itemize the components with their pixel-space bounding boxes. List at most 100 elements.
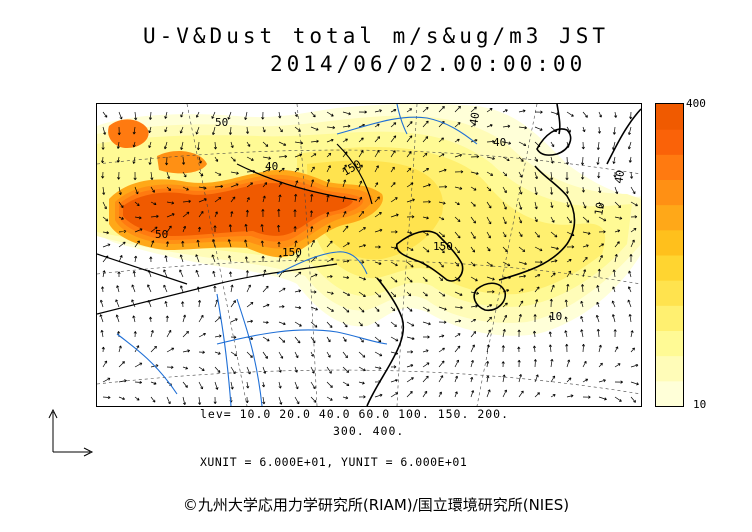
wind-arrow bbox=[580, 156, 585, 166]
wind-arrow bbox=[598, 243, 605, 248]
wind-arrow bbox=[390, 321, 397, 327]
wind-arrow bbox=[454, 391, 458, 398]
wind-arrow bbox=[133, 171, 137, 181]
wind-arrow bbox=[326, 179, 331, 188]
wind-arrow bbox=[198, 381, 204, 390]
wind-arrow bbox=[518, 186, 523, 195]
wind-arrow bbox=[454, 231, 461, 239]
wind-arrow bbox=[294, 306, 302, 310]
wind-arrow bbox=[518, 390, 524, 398]
wind-arrow bbox=[261, 255, 265, 263]
wind-arrow bbox=[342, 336, 347, 342]
wind-arrow bbox=[245, 270, 249, 278]
wind-arrow bbox=[244, 223, 248, 233]
wind-arrow bbox=[246, 182, 254, 188]
wind-arrow bbox=[550, 216, 555, 223]
wind-arrow bbox=[502, 289, 510, 293]
wind-arrow bbox=[277, 208, 281, 218]
wind-arrow bbox=[518, 374, 523, 383]
wind-arrow bbox=[438, 137, 444, 143]
wind-arrow bbox=[358, 110, 367, 114]
wind-arrow bbox=[262, 303, 270, 308]
wind-arrow bbox=[134, 240, 140, 248]
wind-arrow bbox=[214, 156, 219, 162]
wind-arrow bbox=[406, 135, 413, 143]
wind-arrow bbox=[150, 201, 157, 206]
wind-arrow bbox=[213, 141, 218, 150]
wind-arrow bbox=[358, 276, 366, 281]
wind-arrow bbox=[118, 345, 122, 353]
wind-arrow bbox=[406, 151, 412, 158]
wind-arrow bbox=[195, 111, 200, 118]
wind-arrow bbox=[613, 172, 617, 178]
wind-arrow bbox=[374, 196, 380, 203]
wind-arrow bbox=[310, 273, 318, 278]
wind-arrow bbox=[294, 141, 304, 145]
wind-arrow bbox=[470, 390, 475, 398]
wind-arrow bbox=[165, 156, 169, 166]
wind-arrow bbox=[230, 381, 234, 390]
wind-arrow bbox=[227, 239, 232, 248]
wind-arrow bbox=[550, 284, 555, 293]
wind-arrow bbox=[422, 375, 429, 383]
wind-arrow bbox=[550, 246, 559, 250]
wind-arrow bbox=[102, 111, 108, 118]
wind-arrow bbox=[406, 261, 414, 268]
wind-arrow bbox=[550, 272, 556, 278]
wind-arrow bbox=[180, 141, 184, 150]
wind-arrow bbox=[422, 246, 430, 253]
wind-arrow bbox=[612, 286, 616, 293]
wind-arrow bbox=[134, 345, 140, 353]
wind-arrow bbox=[230, 318, 238, 323]
wind-arrow bbox=[596, 141, 600, 151]
wind-arrow bbox=[534, 186, 538, 196]
wind-arrow bbox=[310, 193, 314, 203]
wind-arrow bbox=[134, 380, 143, 384]
wind-arrow bbox=[102, 360, 108, 368]
wind-arrow bbox=[101, 141, 105, 150]
wind-arrow bbox=[454, 122, 461, 128]
wind-arrow bbox=[550, 259, 558, 263]
wind-arrow bbox=[244, 239, 248, 248]
wind-arrow bbox=[150, 240, 155, 248]
figure-datetime: 2014/06/02.00:00:00 bbox=[270, 52, 587, 76]
wind-arrow bbox=[374, 136, 381, 143]
wind-arrow bbox=[342, 291, 351, 296]
contour-levels-line2: 300. 400. bbox=[333, 424, 405, 438]
wind-arrow bbox=[470, 216, 476, 224]
wind-arrow bbox=[101, 286, 105, 293]
wind-arrow bbox=[181, 240, 185, 248]
wind-arrow bbox=[246, 381, 250, 389]
wind-arrow bbox=[438, 231, 445, 238]
wind-arrow bbox=[486, 186, 492, 192]
wind-arrow bbox=[214, 381, 219, 390]
wind-arrow bbox=[598, 255, 603, 263]
wind-arrow bbox=[486, 261, 493, 267]
wind-arrow bbox=[406, 215, 415, 219]
wind-arrow bbox=[564, 330, 568, 338]
wind-arrow bbox=[486, 171, 494, 176]
wind-arrow bbox=[245, 396, 249, 404]
wind-arrow bbox=[566, 270, 572, 278]
wind-arrow bbox=[518, 171, 523, 178]
wind-arrow bbox=[486, 375, 490, 383]
wind-arrow bbox=[454, 138, 460, 143]
wind-arrow bbox=[581, 343, 586, 353]
wind-arrow bbox=[612, 269, 616, 278]
wind-arrow bbox=[211, 111, 216, 119]
wind-arrow bbox=[454, 375, 459, 383]
wind-arrow bbox=[150, 171, 154, 181]
wind-arrow bbox=[390, 291, 397, 298]
wind-arrow bbox=[214, 366, 221, 373]
wind-arrow bbox=[422, 321, 431, 326]
wind-arrow bbox=[278, 167, 285, 173]
wind-arrow bbox=[164, 255, 168, 263]
wind-arrow bbox=[150, 226, 158, 233]
wind-arrow bbox=[294, 240, 298, 248]
wind-arrow bbox=[630, 330, 634, 338]
wind-arrow bbox=[565, 172, 569, 181]
wind-arrow bbox=[454, 246, 460, 254]
wind-arrow bbox=[214, 171, 222, 176]
color-scale-swatch bbox=[656, 380, 683, 407]
wind-arrow bbox=[486, 344, 490, 353]
